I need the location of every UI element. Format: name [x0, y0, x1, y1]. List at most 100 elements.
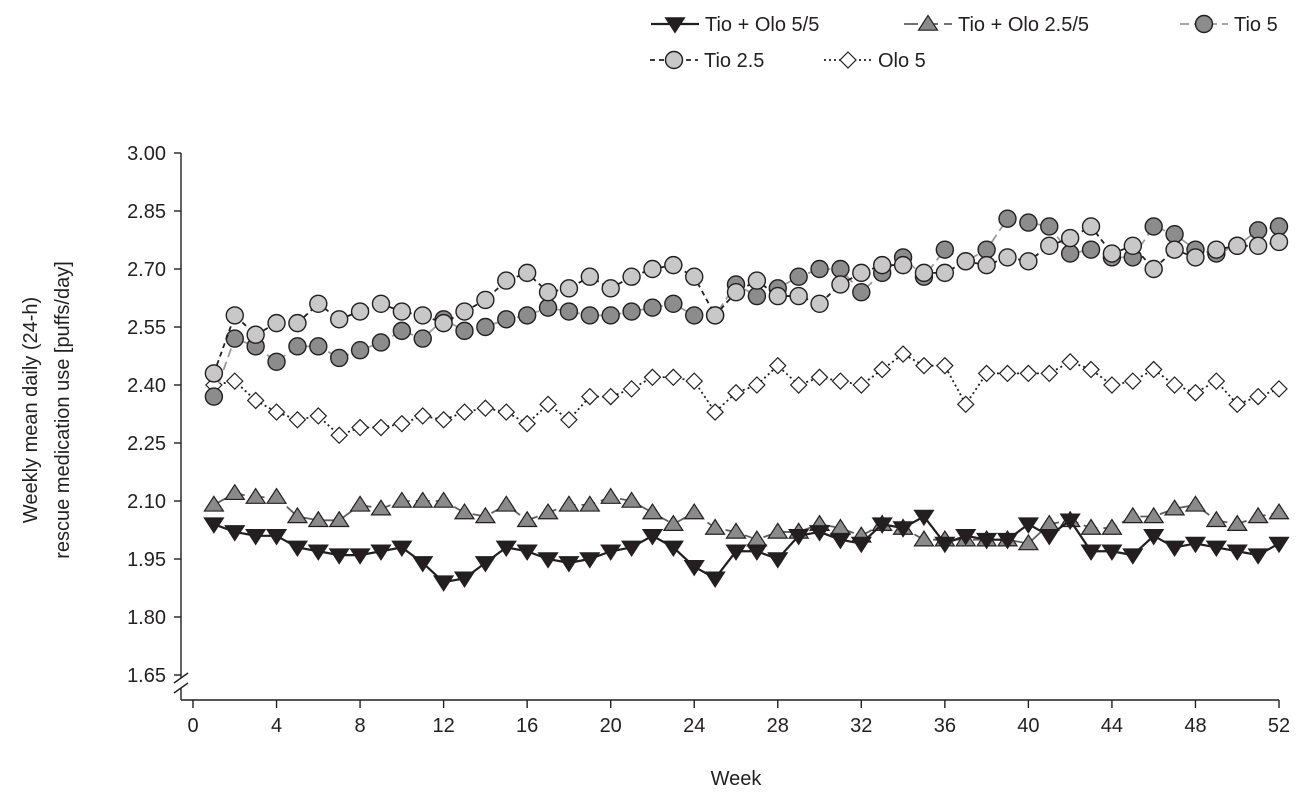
legend: Tio + Olo 5/5 Tio + Olo 2.5/5 Tio 5 Tio 2.5…: [650, 14, 1278, 72]
data-point: [538, 298, 558, 317]
y-axis-label: Weekly mean daily (24-h): [20, 297, 42, 523]
data-point: [455, 403, 474, 421]
data-point: [956, 252, 975, 271]
data-point: [1122, 548, 1144, 565]
data-point: [664, 294, 683, 313]
data-point: [371, 294, 391, 313]
data-point: [1060, 228, 1080, 248]
data-point: [810, 294, 829, 313]
data-point: [725, 522, 747, 539]
data-point: [1165, 376, 1184, 394]
data-point: [579, 552, 601, 569]
series-line: [213, 492, 1280, 545]
data-point: [204, 387, 224, 406]
data-point: [1038, 529, 1060, 546]
data-point: [998, 209, 1017, 228]
data-point: [747, 286, 767, 306]
x-tick-label: 40: [1017, 715, 1039, 737]
data-point: [914, 263, 934, 283]
data-point: [789, 286, 808, 306]
data-point: [852, 376, 871, 394]
data-point: [267, 352, 286, 371]
x-tick-label: 36: [934, 715, 956, 737]
series-layer: [203, 209, 1290, 592]
data-point: [1081, 217, 1101, 236]
data-point: [704, 571, 726, 588]
data-point: [935, 240, 955, 259]
data-point: [288, 410, 307, 429]
data-point: [309, 294, 328, 313]
axis-break-mark: [173, 682, 189, 694]
data-point: [664, 368, 683, 387]
series-tio-5: [204, 209, 1289, 406]
data-point: [1143, 506, 1165, 524]
legend-marker: [664, 50, 684, 70]
data-point: [935, 356, 954, 375]
data-point: [288, 337, 307, 356]
data-point: [1144, 217, 1163, 236]
data-point: [871, 517, 893, 534]
y-tick-label: 2.70: [127, 259, 166, 281]
data-point: [224, 525, 246, 542]
y-tick-label: 1.95: [127, 549, 166, 571]
data-point: [309, 407, 328, 425]
data-point: [643, 368, 662, 387]
data-point: [810, 368, 829, 387]
data-point: [641, 502, 664, 520]
data-point: [412, 556, 434, 573]
data-point: [1248, 236, 1268, 256]
legend-marker: [917, 14, 939, 31]
x-tick-label: 16: [516, 715, 538, 737]
data-point: [245, 529, 267, 546]
x-tick-label: 24: [683, 715, 705, 737]
series-tio-2-5: [204, 217, 1289, 383]
data-point: [704, 518, 726, 535]
data-point: [225, 306, 244, 325]
data-point: [977, 240, 996, 259]
data-point: [768, 356, 787, 375]
series-tio-olo-5-5: [203, 509, 1290, 592]
data-point: [267, 403, 286, 421]
data-point: [788, 529, 810, 546]
data-point: [685, 267, 704, 286]
data-point: [329, 348, 349, 368]
data-point: [349, 495, 371, 512]
y-tick-label: 1.65: [127, 665, 166, 687]
y-tick-label: 2.55: [127, 317, 166, 339]
y-tick-label: 1.80: [127, 607, 166, 629]
data-point: [662, 540, 684, 558]
data-point: [495, 495, 517, 512]
data-point: [1101, 544, 1123, 561]
data-point: [516, 544, 538, 561]
y-tick-label: 2.10: [127, 491, 166, 513]
legend-marker: [664, 17, 686, 34]
data-point: [1040, 364, 1059, 383]
data-point: [1184, 536, 1207, 554]
data-point: [453, 502, 476, 520]
data-point: [894, 345, 912, 363]
data-point: [1269, 217, 1289, 236]
data-point: [413, 329, 432, 348]
data-point: [1143, 529, 1165, 546]
data-point: [1205, 540, 1227, 558]
x-tick-label: 48: [1184, 715, 1206, 737]
data-point: [1019, 213, 1038, 232]
data-point: [392, 414, 411, 433]
data-point: [852, 283, 871, 302]
y-tick-label: 2.40: [127, 375, 166, 397]
data-point: [349, 548, 371, 565]
data-point: [350, 302, 370, 321]
data-point: [559, 302, 579, 321]
data-point: [495, 540, 517, 558]
data-point: [600, 487, 622, 504]
data-point: [1144, 360, 1163, 379]
data-point: [620, 491, 643, 508]
data-point: [580, 267, 600, 286]
data-point: [476, 317, 495, 337]
legend-label: Tio 2.5: [704, 50, 764, 72]
data-point: [831, 372, 850, 390]
data-point: [474, 506, 496, 524]
legend-marker: [839, 51, 857, 69]
data-point: [1268, 502, 1290, 520]
data-point: [203, 517, 225, 534]
